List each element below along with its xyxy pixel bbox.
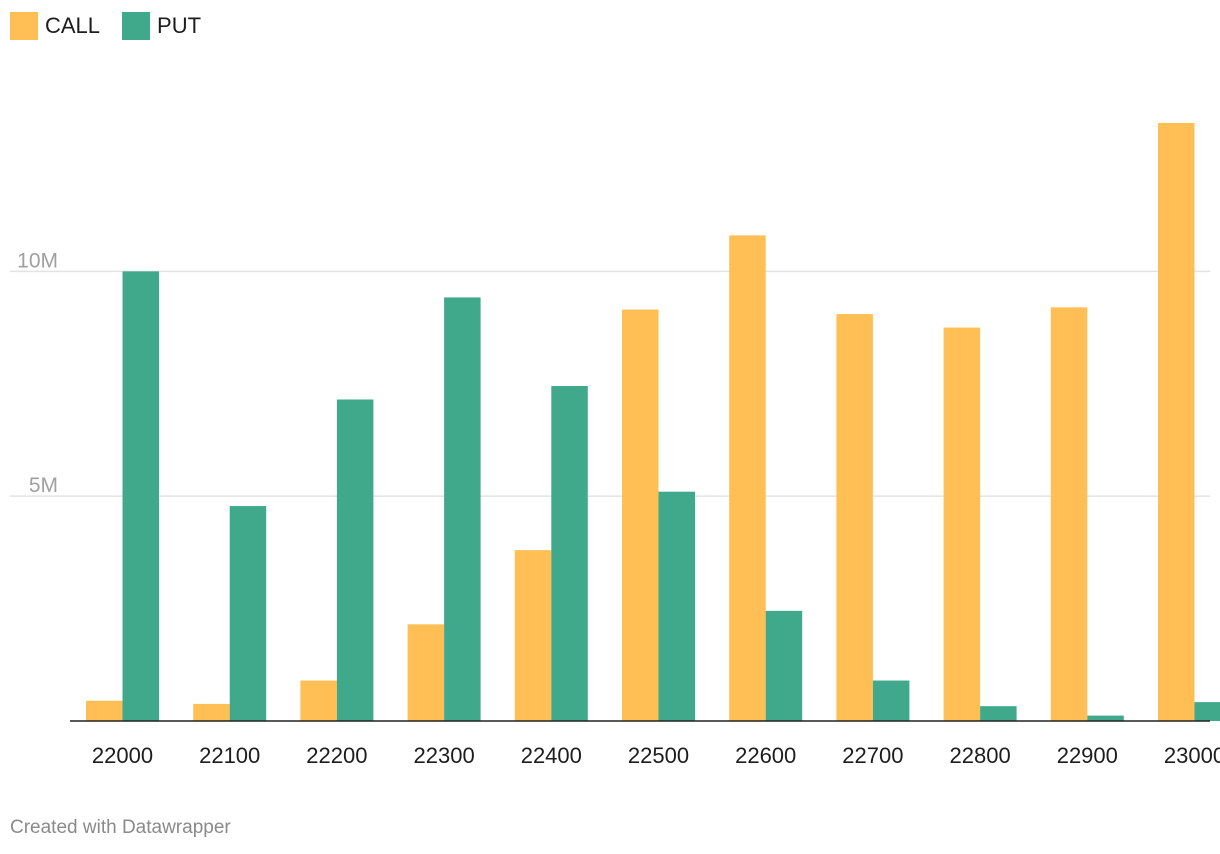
bar-call-22200 (300, 680, 337, 721)
bar-call-22800 (943, 327, 981, 721)
bar-call-22300 (407, 624, 445, 721)
legend-swatch-put (122, 12, 151, 40)
bar-call-22400 (514, 550, 552, 721)
bar-call-22100 (193, 703, 230, 721)
bar-call-22900 (1050, 307, 1088, 721)
x-tick-label-22400: 22400 (521, 743, 582, 768)
bar-put-22000 (122, 271, 159, 721)
bar-call-22500 (622, 309, 659, 721)
x-tick-label-22000: 22000 (92, 743, 153, 768)
legend: CALL PUT (10, 12, 223, 40)
bar-call-23000 (1158, 122, 1195, 722)
bar-put-22100 (229, 506, 267, 721)
bar-put-22900 (1087, 715, 1124, 721)
bar-put-22400 (551, 386, 588, 721)
bar-put-22200 (336, 399, 374, 721)
legend-item-put: PUT (122, 12, 201, 40)
bar-put-22800 (980, 706, 1017, 721)
x-tick-label-22500: 22500 (628, 743, 689, 768)
y-tick-label-0: 5M (29, 474, 58, 497)
legend-label-put: PUT (157, 13, 202, 38)
bar-put-22500 (658, 491, 695, 721)
x-tick-label-22300: 22300 (414, 743, 475, 768)
bar-put-23000 (1194, 702, 1220, 721)
bar-put-22300 (444, 297, 481, 721)
footer-credit: Created with Datawrapper (10, 817, 231, 838)
x-tick-label-22100: 22100 (199, 743, 260, 768)
x-tick-label-23000: 23000 (1164, 743, 1220, 768)
x-tick-label-22800: 22800 (950, 743, 1011, 768)
bar-put-22700 (872, 680, 910, 721)
x-tick-label-22600: 22600 (735, 743, 796, 768)
legend-swatch-call (10, 12, 38, 40)
bar-call-22700 (836, 314, 873, 721)
y-tick-label-1: 10M (17, 249, 58, 272)
x-tick-label-22700: 22700 (842, 743, 903, 768)
x-tick-label-22900: 22900 (1057, 743, 1118, 768)
bar-put-22600 (765, 610, 803, 721)
bar-call-22000 (86, 700, 123, 721)
bar-call-22600 (729, 235, 766, 721)
x-tick-label-22200: 22200 (306, 743, 367, 768)
legend-label-call: CALL (45, 13, 101, 38)
legend-item-call: CALL (10, 12, 100, 40)
